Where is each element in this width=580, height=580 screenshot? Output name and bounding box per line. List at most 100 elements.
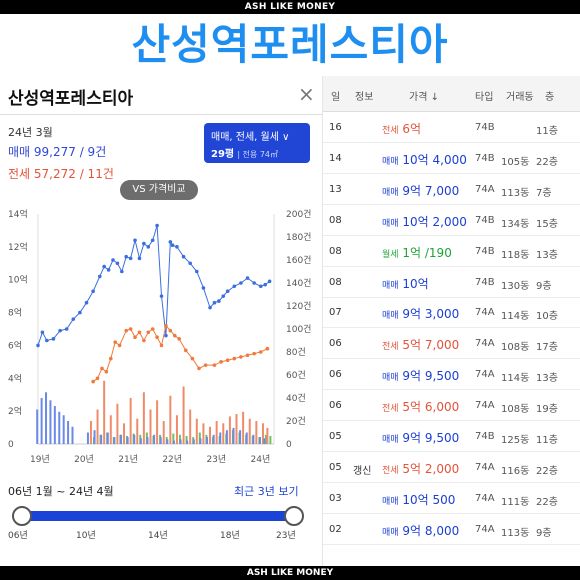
cell-type: 74B (475, 122, 495, 133)
series-point-jeonse (183, 348, 188, 353)
slider-label: 14년 (148, 531, 168, 541)
period-slider-track[interactable] (22, 511, 296, 521)
col-header-day[interactable]: 일 (331, 92, 341, 103)
volume-bar (225, 430, 228, 444)
cell-type: 74A (475, 523, 495, 535)
series-point-jeonse (219, 360, 223, 364)
table-row[interactable]: 14 매매 10억 4,000 74B 105동 22층 (323, 143, 580, 174)
series-point-sale (232, 284, 237, 289)
table-row[interactable]: 13 매매 9억 7,000 74A 113동 7층 (323, 174, 580, 205)
deal-type-label: 매매, 전세, 월세 ∨ (211, 132, 290, 143)
area-pyeong: 29평 (211, 149, 235, 160)
col-header-info[interactable]: 정보 (355, 92, 374, 103)
table-row[interactable]: 08 월세 1억 /190 74B 118동 13층 (323, 236, 580, 267)
volume-bar (242, 411, 245, 444)
table-row[interactable]: 02 매매 9억 8,000 74A 113동 9층 (323, 514, 580, 545)
series-point-jeonse (137, 330, 142, 335)
x-tick-label: 24년 (251, 454, 271, 465)
x-tick-label: 19년 (30, 454, 50, 465)
series-point-jeonse (124, 328, 129, 333)
series-point-sale (221, 294, 226, 298)
series-point-jeonse (104, 369, 109, 374)
table-row[interactable]: 16 전세 6억 74B 11층 (323, 112, 580, 143)
volume-bar (96, 409, 99, 444)
cell-day: 03 (329, 492, 342, 504)
series-point-sale (133, 238, 137, 243)
cell-type: 74B (475, 152, 495, 164)
cell-dong: 130동 (501, 280, 530, 292)
price-chart[interactable]: 0 2억 4억 6억 8억 10억 12억 14억 0 20건 40건 60건 80건 100건 120건 1… (0, 196, 322, 481)
jeonse-summary: 전세 57,272 / 11건 (8, 167, 114, 181)
cell-dong: 108동 (501, 342, 530, 354)
series-point-jeonse (113, 340, 117, 344)
y-left-tick-label: 10억 (8, 274, 28, 286)
series-point-sale (175, 245, 179, 249)
col-header-type[interactable]: 타입 (475, 92, 494, 103)
cell-amount: 1억 /190 (402, 245, 452, 260)
y-left-tick-label: 4억 (8, 372, 22, 384)
table-row[interactable]: 06 전세 5억 6,000 74A 108동 19층 (323, 390, 580, 422)
series-point-jeonse (265, 346, 270, 351)
cell-amount: 9억 3,000 (402, 307, 460, 322)
x-tick-label: 22년 (162, 454, 182, 465)
col-header-floor[interactable]: 층 (545, 92, 555, 103)
y-right-tick-label: 140건 (286, 278, 311, 289)
cell-deal-kind: 매매 (382, 187, 399, 198)
vs-compare-button[interactable]: VS 가격비교 (120, 180, 198, 200)
series-point-sale (115, 261, 120, 266)
cell-price: 매매 9억 9,500 (382, 429, 459, 446)
series-point-sale (225, 289, 230, 294)
close-icon[interactable]: × (298, 82, 315, 106)
cell-price: 매매 9억 9,500 (382, 367, 459, 384)
series-point-sale (267, 279, 272, 284)
cell-amount: 9억 7,000 (402, 183, 460, 198)
cell-dong: 118동 (501, 249, 530, 261)
col-header-price[interactable]: 가격 ↓ (409, 92, 439, 103)
series-point-jeonse (128, 327, 133, 331)
series-point-sale (201, 286, 206, 290)
cell-info: 갱신 (353, 465, 372, 477)
table-row[interactable]: 06 매매 9억 9,500 74A 114동 13층 (323, 359, 580, 391)
cell-deal-kind: 매매 (382, 311, 399, 322)
table-row[interactable]: 07 매매 9억 3,000 74A 114동 10층 (323, 297, 580, 329)
volume-bar (123, 423, 126, 444)
volume-bar (172, 440, 175, 444)
table-row[interactable]: 05 갱신 전세 5억 2,000 74A 116동 22층 (323, 452, 580, 483)
series-point-sale (102, 264, 106, 269)
cell-dong: 105동 (501, 156, 530, 168)
series-point-sale (164, 333, 168, 338)
table-row[interactable]: 05 매매 9억 9,500 74B 125동 11층 (323, 421, 580, 452)
table-row[interactable]: 03 매매 10억 500 74A 111동 22층 (323, 483, 580, 514)
volume-bar (235, 414, 238, 444)
volume-bar (222, 423, 225, 444)
table-row[interactable]: 08 매매 10억 74B 130동 9층 (323, 267, 580, 298)
cell-dong: 113동 (501, 187, 530, 199)
y-left-tick-label: 8억 (8, 307, 22, 319)
slider-start-handle[interactable] (12, 506, 32, 526)
cell-day: 06 (329, 400, 342, 412)
volume-bar (67, 421, 70, 444)
recent-3-years-link[interactable]: 최근 3년 보기 (234, 485, 299, 498)
volume-bar (120, 434, 123, 444)
series-point-sale (252, 281, 256, 285)
volume-bar (232, 427, 235, 444)
volume-bar (202, 423, 205, 444)
cell-deal-kind: 전세 (382, 126, 399, 136)
table-row[interactable]: 08 매매 10억 2,000 74B 134동 15층 (323, 205, 580, 236)
series-point-jeonse (146, 330, 151, 335)
series-point-jeonse (177, 337, 181, 341)
cell-day: 08 (329, 214, 342, 226)
col-header-dong[interactable]: 거래동 (506, 92, 534, 103)
series-point-jeonse (239, 355, 243, 359)
y-left-tick-label: 6억 (8, 339, 22, 351)
volume-bar (62, 415, 65, 444)
table-row[interactable]: 06 전세 5억 7,000 74A 108동 17층 (323, 328, 580, 360)
slider-end-handle[interactable] (284, 506, 304, 526)
series-point-sale (258, 284, 263, 289)
panel-divider (0, 114, 322, 115)
cell-amount: 9억 8,000 (402, 523, 460, 538)
deal-type-filter-button[interactable]: 매매, 전세, 월세 ∨ 29평 | 전용 74㎡ (204, 123, 310, 163)
cell-type: 74A (475, 400, 495, 412)
series-point-sale (40, 330, 45, 335)
cell-floor: 15층 (536, 218, 558, 230)
